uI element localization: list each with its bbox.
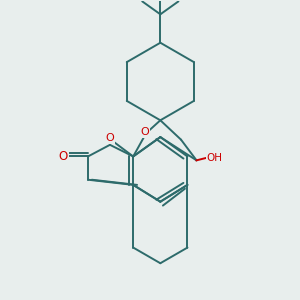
Text: OH: OH (207, 153, 223, 163)
Text: O: O (106, 134, 114, 143)
Text: O: O (59, 150, 68, 163)
Text: O: O (140, 127, 149, 137)
